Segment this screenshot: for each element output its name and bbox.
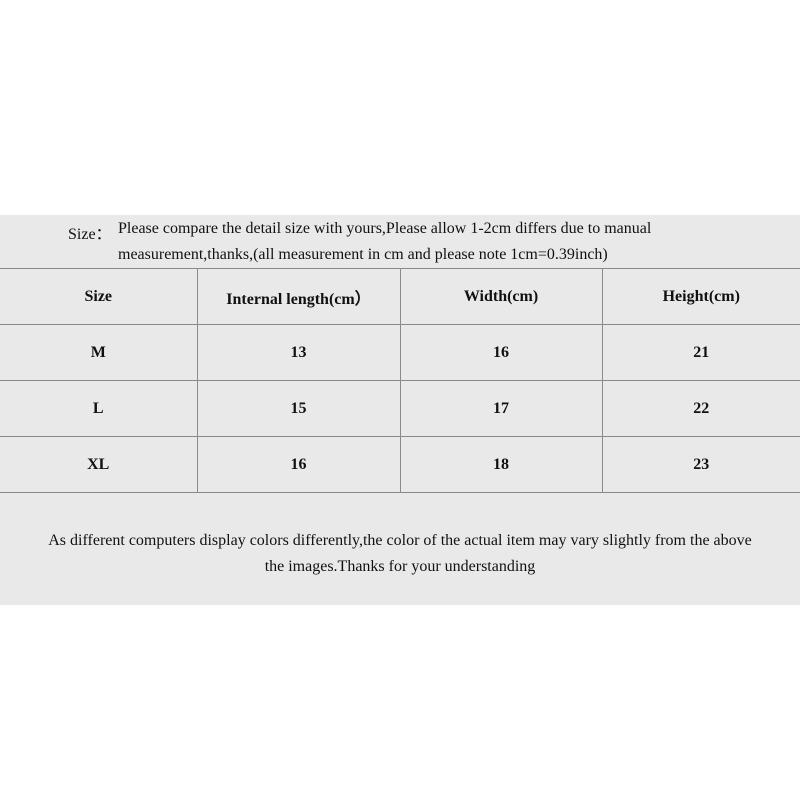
table-cell: 23 [601,436,800,493]
header-cell: Size [0,268,198,325]
table-cell: 13 [196,324,401,381]
table-cell: 16 [196,436,401,493]
size-panel: Size： Please compare the detail size wit… [0,215,800,605]
table-cell: 22 [601,380,800,437]
table-cell: L [0,380,198,437]
header-cell: Internal length(cm） [196,268,401,325]
footer: As different computers display colors di… [0,528,800,580]
footer-line: the images.Thanks for your understanding [264,558,536,575]
header-cell: Width(cm) [399,268,603,325]
intro-line: measurement,thanks,(all measurement in c… [118,246,608,263]
table-cell: 15 [196,380,401,437]
table-row: XL 16 18 23 [0,436,800,493]
intro: Size： Please compare the detail size wit… [0,215,800,268]
table-cell: 18 [399,436,603,493]
table-cell: 16 [399,324,603,381]
intro-label: Size： [68,226,112,243]
table-cell: 17 [399,380,603,437]
table-row: M 13 16 21 [0,324,800,381]
header-cell: Height(cm) [601,268,800,325]
size-table: Size Internal length(cm） Width(cm) Height(c… [0,268,800,493]
table-row: L 15 17 22 [0,380,800,437]
table-cell: 21 [601,324,800,381]
table-cell: M [0,324,198,381]
header-row: Size Internal length(cm） Width(cm) Height(c… [0,268,800,325]
intro-line: Please compare the detail size with your… [118,220,652,237]
footer-line: As different computers display colors di… [48,532,752,549]
table-cell: XL [0,436,198,493]
